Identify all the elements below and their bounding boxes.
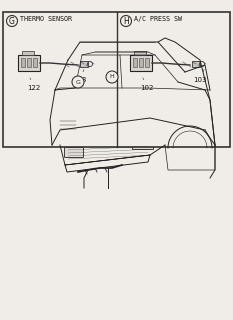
- Bar: [22, 51, 34, 55]
- Bar: [134, 51, 146, 55]
- FancyBboxPatch shape: [133, 140, 154, 149]
- Circle shape: [7, 15, 17, 27]
- Text: G: G: [75, 79, 80, 84]
- FancyBboxPatch shape: [65, 148, 83, 157]
- Text: G: G: [9, 17, 15, 26]
- Text: 102: 102: [140, 78, 153, 91]
- Bar: [192, 61, 200, 67]
- Text: 103: 103: [193, 69, 206, 83]
- Text: H: H: [123, 17, 129, 26]
- Bar: [27, 58, 31, 67]
- Bar: [145, 58, 149, 67]
- Text: 122: 122: [27, 78, 40, 91]
- Circle shape: [72, 76, 84, 88]
- Bar: [133, 58, 137, 67]
- Text: THERMO SENSOR: THERMO SENSOR: [20, 16, 72, 22]
- Circle shape: [120, 15, 131, 27]
- Text: H: H: [110, 75, 114, 79]
- Bar: [33, 58, 37, 67]
- Bar: [80, 61, 88, 67]
- Bar: [139, 58, 143, 67]
- Bar: [130, 55, 152, 71]
- Circle shape: [106, 71, 118, 83]
- Bar: [21, 58, 25, 67]
- Bar: [58, 118, 78, 134]
- Text: 123: 123: [73, 69, 86, 83]
- Text: A/C PRESS SW: A/C PRESS SW: [134, 16, 182, 22]
- Bar: [18, 55, 40, 71]
- Bar: [3, 12, 230, 147]
